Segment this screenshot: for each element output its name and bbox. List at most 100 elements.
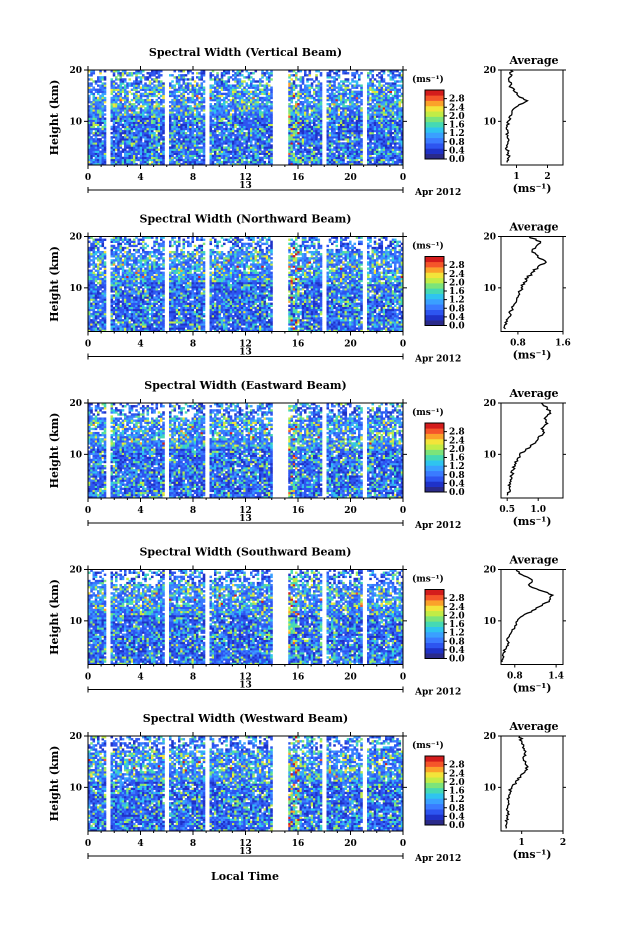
heatmap-cell bbox=[124, 101, 127, 103]
heatmap-cell bbox=[178, 103, 181, 105]
heatmap-cell bbox=[124, 146, 127, 148]
heatmap-cell bbox=[160, 157, 163, 159]
heatmap-cell bbox=[174, 151, 177, 153]
heatmap-cell bbox=[183, 99, 186, 101]
heatmap-cell bbox=[149, 157, 152, 159]
heatmap-cell bbox=[189, 161, 192, 163]
heatmap-cell bbox=[115, 126, 118, 128]
heatmap-cell bbox=[144, 95, 147, 97]
heatmap-cell bbox=[171, 153, 174, 155]
heatmap-cell bbox=[131, 161, 134, 163]
heatmap-cell bbox=[144, 144, 147, 146]
heatmap-cell bbox=[102, 118, 105, 120]
heatmap-cell bbox=[99, 80, 102, 82]
heatmap-cell bbox=[149, 146, 152, 148]
heatmap-cell bbox=[185, 157, 188, 159]
heatmap-cell bbox=[158, 91, 161, 93]
heatmap-cell bbox=[142, 118, 145, 120]
heatmap-cell bbox=[90, 151, 93, 153]
heatmap-cell bbox=[185, 144, 188, 146]
heatmap-cell bbox=[93, 148, 96, 150]
heatmap-cell bbox=[156, 136, 159, 138]
heatmap-cell bbox=[133, 87, 136, 89]
heatmap-cell bbox=[160, 159, 163, 161]
heatmap-cell bbox=[97, 99, 100, 101]
heatmap-cell bbox=[185, 148, 188, 150]
heatmap-cell bbox=[149, 105, 152, 107]
heatmap-cell bbox=[90, 157, 93, 159]
heatmap-cell bbox=[151, 126, 154, 128]
heatmap-cell bbox=[189, 122, 192, 124]
heatmap-cell bbox=[151, 72, 154, 74]
heatmap-cell bbox=[120, 115, 123, 117]
heatmap-cell bbox=[120, 136, 123, 138]
heatmap-cell bbox=[151, 136, 154, 138]
heatmap-cell bbox=[160, 84, 163, 86]
heatmap-cell bbox=[124, 151, 127, 153]
heatmap-cell bbox=[144, 103, 147, 105]
heatmap-cell bbox=[149, 151, 152, 153]
heatmap-cell bbox=[144, 111, 147, 113]
heatmap-cell bbox=[140, 146, 143, 148]
heatmap-cell bbox=[122, 97, 125, 99]
heatmap-cell bbox=[187, 142, 190, 144]
heatmap-cell bbox=[90, 89, 93, 91]
heatmap-cell bbox=[171, 151, 174, 153]
heatmap-cell bbox=[160, 130, 163, 132]
heatmap-cell bbox=[111, 153, 114, 155]
heatmap-cell bbox=[133, 107, 136, 109]
heatmap-cell bbox=[111, 161, 114, 163]
heatmap-cell bbox=[142, 76, 145, 78]
heatmap-cell bbox=[189, 111, 192, 113]
heatmap-cell bbox=[120, 78, 123, 80]
heatmap-cell bbox=[158, 103, 161, 105]
heatmap-cell bbox=[115, 113, 118, 115]
heatmap-cell bbox=[111, 136, 114, 138]
heatmap-cell bbox=[129, 132, 132, 134]
heatmap-cell bbox=[111, 126, 114, 128]
heatmap-cell bbox=[124, 142, 127, 144]
heatmap-cell bbox=[117, 142, 120, 144]
heatmap-cell bbox=[99, 97, 102, 99]
heatmap-cell bbox=[160, 89, 163, 91]
heatmap-cell bbox=[111, 159, 114, 161]
heatmap-cell bbox=[178, 74, 181, 76]
heatmap-cell bbox=[178, 76, 181, 78]
heatmap-cell bbox=[120, 74, 123, 76]
heatmap-cell bbox=[113, 72, 116, 74]
heatmap-cell bbox=[99, 95, 102, 97]
heatmap-cell bbox=[124, 72, 127, 74]
heatmap-cell bbox=[147, 76, 150, 78]
heatmap-cell bbox=[90, 140, 93, 142]
heatmap-cell bbox=[99, 122, 102, 124]
heatmap-cell bbox=[144, 140, 147, 142]
heatmap-cell bbox=[131, 124, 134, 126]
heatmap-cell bbox=[151, 146, 154, 148]
heatmap-cell bbox=[133, 115, 136, 117]
heatmap-cell bbox=[171, 101, 174, 103]
heatmap-cell bbox=[156, 101, 159, 103]
heatmap-cell bbox=[153, 124, 156, 126]
heatmap-cell bbox=[187, 89, 190, 91]
heatmap-cell bbox=[135, 126, 138, 128]
heatmap-cell bbox=[144, 124, 147, 126]
heatmap-cell bbox=[147, 153, 150, 155]
heatmap-cell bbox=[99, 153, 102, 155]
heatmap-cell bbox=[131, 155, 134, 157]
heatmap-cell bbox=[113, 87, 116, 89]
heatmap-cell bbox=[113, 80, 116, 82]
heatmap-cell bbox=[171, 122, 174, 124]
heatmap-cell bbox=[113, 155, 116, 157]
heatmap-cell bbox=[140, 87, 143, 89]
heatmap-cell bbox=[187, 159, 190, 161]
heatmap-cell bbox=[131, 89, 134, 91]
heatmap-cell bbox=[131, 146, 134, 148]
heatmap-cell bbox=[169, 124, 172, 126]
heatmap-cell bbox=[187, 126, 190, 128]
heatmap-cell bbox=[178, 115, 181, 117]
heatmap-cell bbox=[122, 113, 125, 115]
heatmap-cell bbox=[156, 89, 159, 91]
heatmap-cell bbox=[187, 111, 190, 113]
heatmap-cell bbox=[144, 161, 147, 163]
heatmap-cell bbox=[95, 99, 98, 101]
